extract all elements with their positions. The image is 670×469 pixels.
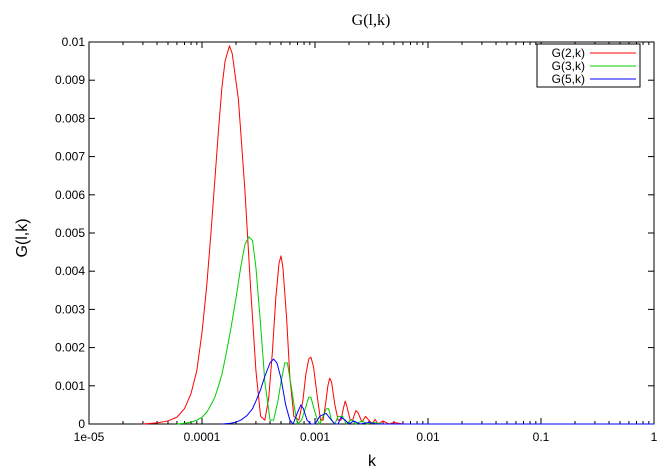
legend-label-1: G(2,k)	[552, 46, 585, 60]
y-axis-title: G(l,k)	[14, 218, 31, 257]
legend-label-3: G(5,k)	[552, 72, 585, 86]
x-tick-label: 0.0001	[184, 430, 221, 444]
y-tick-label: 0.002	[55, 341, 85, 355]
y-tick-label: 0.008	[55, 111, 85, 125]
chart-title: G(l,k)	[352, 12, 391, 29]
x-tick-label: 0.1	[533, 430, 550, 444]
legend-label-2: G(3,k)	[552, 59, 585, 73]
x-tick-label: 0.01	[416, 430, 440, 444]
x-tick-label: 0.001	[300, 430, 330, 444]
y-tick-label: 0.005	[55, 226, 85, 240]
y-tick-label: 0.009	[55, 73, 85, 87]
y-tick-label: 0.001	[55, 379, 85, 393]
y-tick-label: 0	[78, 417, 85, 431]
series-line-3	[221, 358, 654, 425]
series-line-1	[142, 45, 654, 425]
y-tick-label: 0.004	[55, 264, 85, 278]
x-axis: 1e-05 0.0001 0.001 0.01 0.1 1	[74, 42, 658, 444]
legend: G(2,k)G(3,k)G(5,k)	[536, 43, 641, 88]
x-axis-title: k	[368, 453, 377, 469]
series-layer	[142, 45, 654, 425]
x-tick-label: 1	[651, 430, 658, 444]
y-axis: 0 0.001 0.002 0.003 0.004 0.005 0.006 0.007 0.00…	[55, 35, 654, 431]
y-tick-label: 0.007	[55, 150, 85, 164]
x-tick-label: 1e-05	[74, 430, 105, 444]
y-tick-label: 0.01	[62, 35, 86, 49]
y-tick-label: 0.006	[55, 188, 85, 202]
plot-frame	[88, 41, 655, 425]
plot-border	[88, 41, 655, 425]
y-tick-label: 0.003	[55, 302, 85, 316]
series-line-2	[176, 236, 654, 425]
